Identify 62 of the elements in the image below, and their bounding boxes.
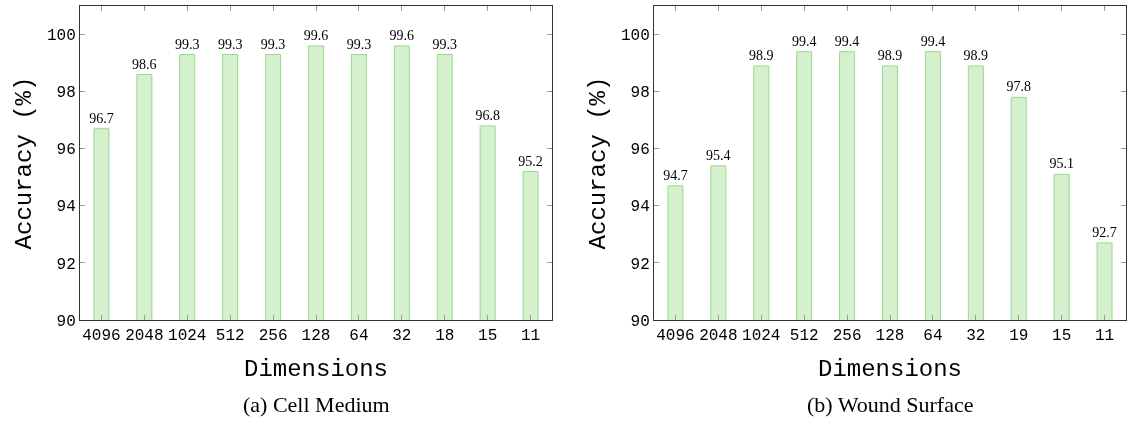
x-tick-label: 1024 <box>742 327 781 346</box>
y-tick-label: 96 <box>630 141 650 160</box>
data-label: 95.4 <box>706 147 731 163</box>
x-tick-label: 15 <box>1052 327 1072 346</box>
data-label: 98.9 <box>749 47 774 63</box>
data-label: 98.6 <box>132 56 157 72</box>
x-tick-label: 128 <box>301 327 331 346</box>
y-tick-label: 90 <box>56 312 76 331</box>
y-tick-label: 94 <box>630 198 650 217</box>
text: (a) Cell Medium <box>243 392 390 417</box>
x-tick-label: 4096 <box>656 327 695 346</box>
data-label: 99.3 <box>432 36 457 52</box>
x-tick-label: 19 <box>1009 327 1029 346</box>
x-tick-label: 18 <box>435 327 455 346</box>
x-tick-label: 11 <box>520 327 541 346</box>
x-tick-label: 4096 <box>82 327 121 346</box>
x-tick-label: 512 <box>215 327 245 346</box>
y-tick-label: 92 <box>630 255 650 274</box>
data-label: 99.4 <box>920 33 946 49</box>
x-tick-label: 1024 <box>168 327 207 346</box>
data-label: 99.4 <box>791 33 817 49</box>
x-tick-label: 2048 <box>125 327 164 346</box>
data-label: 99.3 <box>175 36 200 52</box>
x-tick-label: 2048 <box>699 327 738 346</box>
x-axis-title: Dimensions <box>817 355 963 383</box>
data-label: 95.2 <box>518 153 543 169</box>
x-tick-label: 15 <box>478 327 498 346</box>
y-tick-label: 98 <box>56 84 76 103</box>
data-label: 94.7 <box>663 167 688 183</box>
data-label: 99.3 <box>260 36 286 52</box>
y-tick-label: 92 <box>56 255 76 274</box>
text: (b) Wound Surface <box>807 392 974 417</box>
data-label: 99.6 <box>303 27 329 43</box>
x-tick-label: 256 <box>832 327 862 346</box>
y-tick-label: 94 <box>56 198 76 217</box>
x-tick-label: 512 <box>789 327 819 346</box>
data-label: 97.8 <box>1006 79 1031 95</box>
data-label: 95.1 <box>1049 156 1074 172</box>
y-tick-label: 98 <box>630 84 650 103</box>
data-label: 98.9 <box>963 47 989 63</box>
data-label: 99.6 <box>389 27 415 43</box>
data-label: 96.7 <box>89 110 114 126</box>
y-tick-label: 96 <box>56 141 76 160</box>
x-tick-label: 64 <box>923 327 943 346</box>
x-axis-title: Dimensions <box>243 355 389 383</box>
y-tick-label: 100 <box>620 27 650 46</box>
y-axis-title: Accuracy (%) <box>585 76 613 250</box>
x-tick-label: 64 <box>349 327 369 346</box>
data-label: 99.3 <box>217 36 243 52</box>
y-tick-label: 90 <box>630 312 650 331</box>
data-label: 98.9 <box>877 47 903 63</box>
y-tick-label: 100 <box>46 27 76 46</box>
data-label: 99.4 <box>834 33 860 49</box>
data-label: 99.3 <box>346 36 372 52</box>
x-tick-label: 128 <box>875 327 905 346</box>
x-tick-label: 32 <box>966 327 986 346</box>
data-label: 96.8 <box>475 107 500 123</box>
data-label: 92.7 <box>1092 224 1117 240</box>
x-tick-label: 256 <box>258 327 288 346</box>
y-axis-title: Accuracy (%) <box>11 76 39 250</box>
x-tick-label: 32 <box>392 327 412 346</box>
x-tick-label: 11 <box>1094 327 1115 346</box>
